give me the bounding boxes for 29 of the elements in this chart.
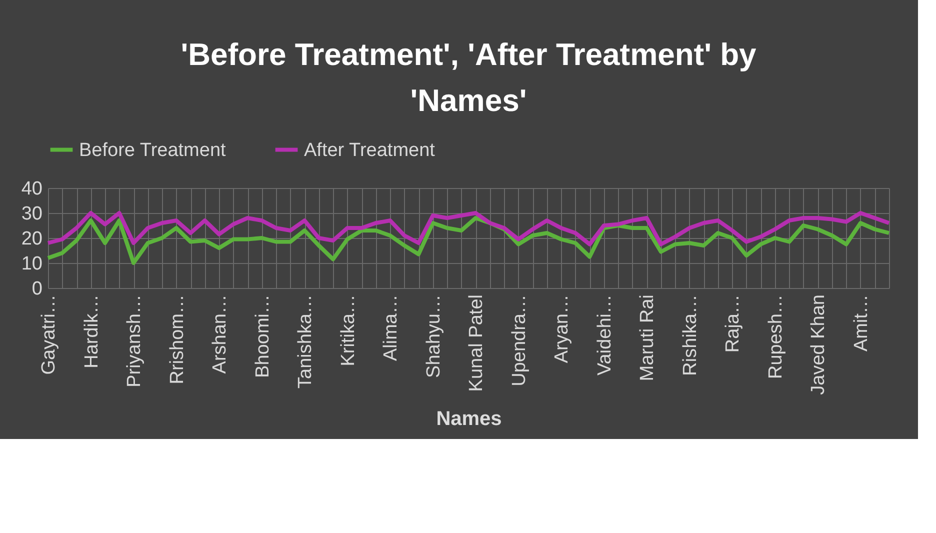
- legend-label: Before Treatment: [79, 140, 227, 161]
- x-tick-label: Alima…: [380, 294, 402, 362]
- x-tick-label: Kritika…: [338, 294, 359, 366]
- x-tick-label: Maruti Rai: [637, 294, 658, 382]
- legend-label: After Treatment: [304, 140, 436, 161]
- x-tick-label: Rishika…: [680, 294, 701, 376]
- y-tick-label: 30: [21, 204, 42, 224]
- x-axis-title: Names: [436, 408, 502, 430]
- x-tick-label: Arshan…: [210, 294, 231, 374]
- x-tick-label: Priyansh…: [124, 294, 146, 388]
- x-tick-label: Aryan…: [552, 294, 573, 364]
- line-series: [46, 211, 891, 246]
- x-tick-label: Vaidehi…: [594, 294, 616, 376]
- x-tick-label: Rrishom…: [166, 294, 188, 384]
- y-tick-label: 20: [21, 228, 42, 250]
- x-tick-label: Kunal Patel: [466, 294, 488, 392]
- x-tick-label: Tanishka…: [295, 294, 316, 388]
- x-tick-label: Shahyu…: [423, 294, 444, 378]
- y-tick-label: 10: [21, 254, 42, 274]
- x-tick-label: Raja…: [722, 294, 744, 353]
- x-tick-label: Rupesh…: [765, 294, 786, 379]
- x-tick-label: Amit…: [850, 294, 872, 352]
- x-tick-label: Bhoomi…: [252, 294, 274, 378]
- x-tick-label: Upendra…: [508, 294, 530, 386]
- x-tick-label: Hardik…: [81, 294, 102, 368]
- x-tick-label: Javed Khan: [808, 294, 830, 395]
- y-tick-label: 40: [21, 178, 42, 200]
- line-series: [46, 216, 891, 265]
- chart-title: 'Before Treatment', 'After Treatment' by 'Names': [180, 37, 758, 118]
